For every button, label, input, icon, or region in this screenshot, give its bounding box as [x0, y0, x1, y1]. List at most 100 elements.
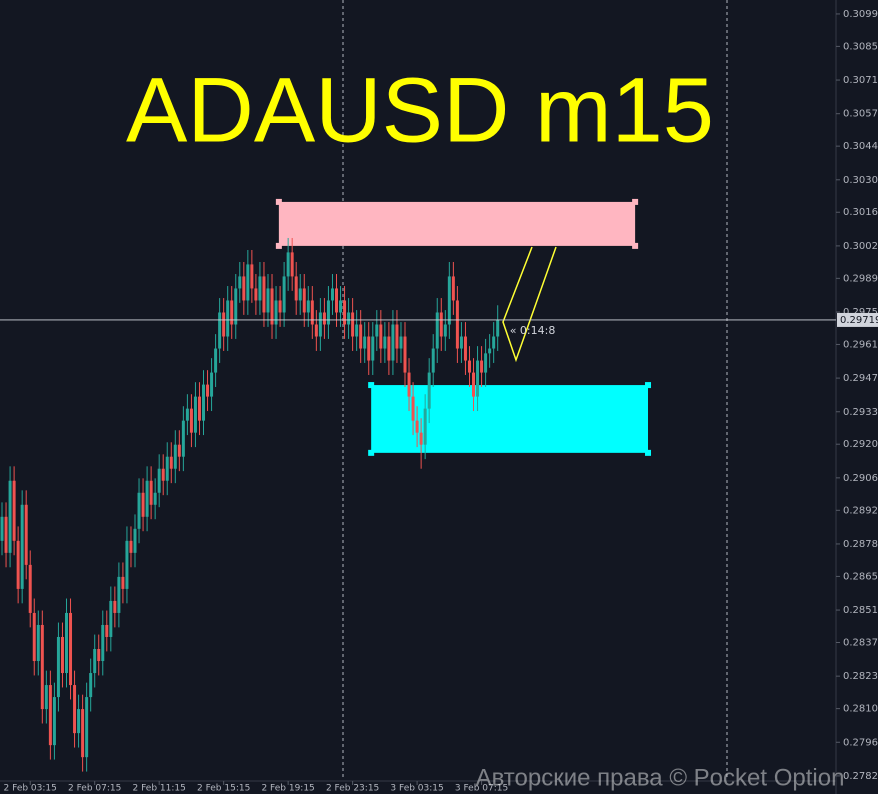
- candle-body: [351, 312, 355, 337]
- current-price-box: [837, 312, 878, 327]
- candle-body: [347, 312, 351, 325]
- candle-body: [262, 276, 266, 313]
- candle-body: [480, 360, 484, 373]
- candle-body: [435, 312, 439, 349]
- timer-label: « 0:14:8: [510, 324, 556, 337]
- candle-body: [423, 408, 427, 445]
- candle-body: [306, 300, 310, 313]
- zone: [278, 201, 636, 246]
- candle-body: [443, 324, 447, 337]
- candle-body: [28, 564, 32, 613]
- zone-handle: [632, 242, 639, 249]
- candle-body: [330, 288, 334, 301]
- candle-body: [258, 276, 262, 301]
- y-tick-label: 0.28927: [843, 505, 878, 516]
- candle-body: [173, 444, 177, 469]
- candle-body: [85, 697, 89, 758]
- candle-body: [246, 264, 250, 301]
- candle-body: [371, 336, 375, 361]
- candle-body: [463, 336, 467, 361]
- candle-body: [326, 300, 330, 325]
- candle-body: [113, 600, 117, 613]
- candle-body: [290, 252, 294, 277]
- candle-body: [270, 288, 274, 325]
- candle-body: [455, 300, 459, 349]
- candle-body: [496, 319, 500, 337]
- candle-body: [339, 300, 343, 313]
- candle-body: [218, 312, 222, 349]
- y-tick-label: 0.29062: [843, 473, 878, 484]
- y-tick-label: 0.29337: [843, 407, 878, 418]
- candle-body: [250, 264, 254, 289]
- candle-body: [274, 300, 278, 325]
- y-tick-label: 0.29752: [843, 307, 878, 318]
- candle-body: [161, 468, 165, 481]
- candle-body: [141, 492, 145, 517]
- candle-body: [230, 300, 234, 325]
- candle-body: [439, 312, 443, 337]
- y-tick-label: 0.27962: [843, 737, 878, 748]
- x-tick-label: 2 Feb 07:15: [68, 784, 121, 794]
- candle-body: [302, 288, 306, 313]
- candle-body: [379, 324, 383, 349]
- candle-body: [206, 384, 210, 397]
- candle-body: [411, 396, 415, 421]
- y-tick-label: 0.30992: [843, 9, 878, 20]
- zone-handle: [645, 382, 652, 389]
- candle-body: [334, 288, 338, 313]
- y-tick-label: 0.28102: [843, 704, 878, 715]
- watermark: Авторские права © Pocket Option: [476, 764, 845, 791]
- candle-body: [431, 348, 435, 373]
- candle-body: [222, 312, 226, 337]
- candle-body: [383, 336, 387, 349]
- candle-body: [60, 636, 64, 674]
- candle-body: [238, 276, 242, 289]
- candle-body: [185, 408, 189, 421]
- y-tick-label: 0.29477: [843, 373, 878, 384]
- candle-body: [169, 456, 173, 469]
- candle-body: [242, 276, 246, 301]
- candle-body: [476, 360, 480, 397]
- y-tick-label: 0.30717: [843, 75, 878, 86]
- drawing: [502, 246, 557, 363]
- candle-body: [97, 648, 101, 662]
- y-tick-label: 0.28652: [843, 571, 878, 582]
- y-tick-label: 0.28512: [843, 605, 878, 616]
- candle-body: [44, 685, 48, 710]
- candle-body: [0, 516, 4, 541]
- candle-body: [89, 673, 93, 698]
- candle-body: [415, 420, 419, 433]
- candle-body: [193, 396, 197, 433]
- candle-body: [282, 276, 286, 313]
- zone-handle: [645, 449, 652, 456]
- candle-body: [8, 480, 12, 553]
- candle-body: [359, 324, 363, 349]
- y-tick-label: 0.28237: [843, 671, 878, 682]
- candle-body: [165, 456, 169, 481]
- candle-body: [355, 324, 359, 337]
- candle-body: [137, 492, 141, 529]
- x-tick-label: 2 Feb 15:15: [197, 784, 250, 794]
- candle-body: [472, 372, 476, 397]
- zone-handle: [368, 382, 375, 389]
- candle-body: [189, 408, 193, 433]
- candle-body: [286, 252, 290, 277]
- candle-body: [492, 336, 496, 349]
- candle-body: [153, 492, 157, 505]
- y-tick-label: 0.30167: [843, 207, 878, 218]
- candle-body: [133, 528, 137, 553]
- candle-body: [314, 324, 318, 337]
- candle-body: [121, 576, 125, 589]
- candle-body: [210, 372, 214, 397]
- y-tick-label: 0.30857: [843, 41, 878, 52]
- candle-body: [117, 576, 121, 613]
- y-tick-label: 0.30577: [843, 109, 878, 120]
- candle-body: [48, 685, 52, 746]
- candle-body: [16, 540, 20, 589]
- candle-body: [403, 336, 407, 373]
- candle-body: [294, 276, 298, 301]
- candle-body: [310, 300, 314, 325]
- candle-body: [419, 432, 423, 445]
- candle-body: [447, 276, 451, 325]
